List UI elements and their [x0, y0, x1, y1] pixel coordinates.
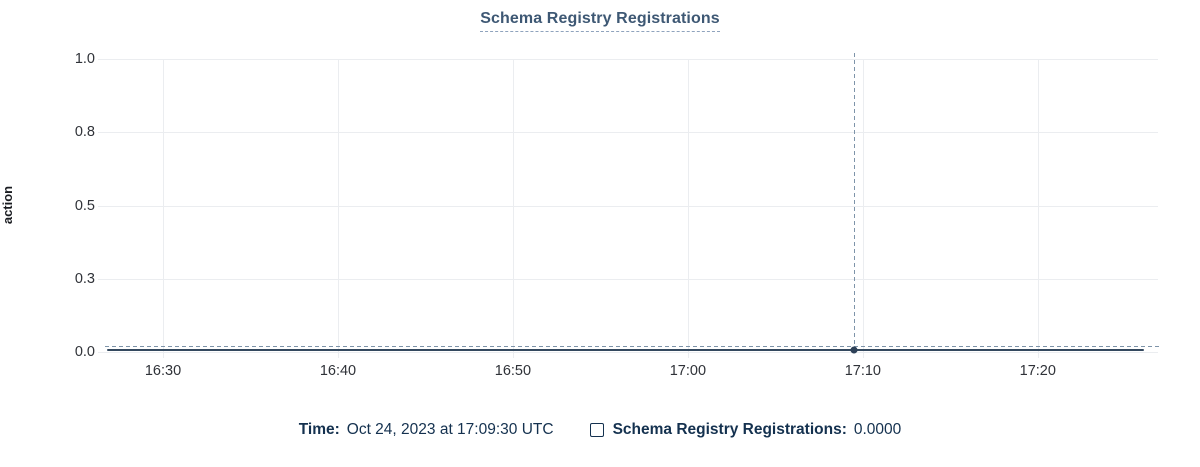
gridline-x — [163, 59, 165, 358]
plot-area[interactable]: 1.0 0.8 0.5 0.3 0.0 16:30 16:40 16:50 17:00 17:1… — [75, 51, 1163, 379]
y-tick-label: 0.3 — [74, 270, 95, 287]
gridline-x — [1037, 59, 1039, 358]
x-tick-label: 17:10 — [844, 363, 881, 379]
gridline-y — [98, 352, 1158, 353]
legend-item-schema-registry-registrations[interactable]: Schema Registry Registrations: 0.0000 — [589, 421, 902, 439]
crosshair-vertical-line — [854, 53, 856, 352]
y-tick-label: 0.0 — [74, 344, 95, 360]
y-axis-title: action — [0, 185, 15, 225]
y-tick-label: 0.5 — [74, 197, 95, 214]
x-tick-label: 16:50 — [494, 363, 532, 379]
x-tick-label: 16:30 — [144, 363, 182, 379]
x-tick-label: 17:20 — [1019, 363, 1056, 379]
gridline-x — [687, 59, 689, 358]
gridline-x — [337, 59, 339, 358]
series-value: 0.0000 — [853, 421, 902, 438]
chart-header: Schema Registry Registrations — [0, 10, 1200, 32]
gridline-y — [98, 59, 1158, 60]
tooltip-legend-bar: Time: Oct 24, 2023 at 17:09:30 UTC Schem… — [0, 421, 1200, 439]
legend-checkbox-icon[interactable] — [589, 423, 604, 437]
y-tick-label: 0.8 — [74, 124, 95, 141]
gridline-y — [98, 205, 1158, 207]
x-tick-label: 16:40 — [319, 363, 357, 379]
series-line — [107, 349, 1145, 351]
x-tick-label: 17:00 — [669, 363, 707, 379]
series-label: Schema Registry Registrations: — [612, 421, 847, 438]
hovered-data-point-marker — [850, 346, 858, 354]
chart-title[interactable]: Schema Registry Registrations — [480, 10, 720, 32]
gridline-x — [862, 59, 864, 358]
time-value: Oct 24, 2023 at 17:09:30 UTC — [346, 421, 554, 438]
crosshair-horizontal-line — [105, 346, 1163, 347]
time-label: Time: — [298, 421, 340, 438]
y-tick-label: 1.0 — [74, 51, 95, 67]
gridline-y — [98, 278, 1158, 280]
gridline-x — [512, 59, 514, 358]
gridline-y — [98, 132, 1158, 134]
